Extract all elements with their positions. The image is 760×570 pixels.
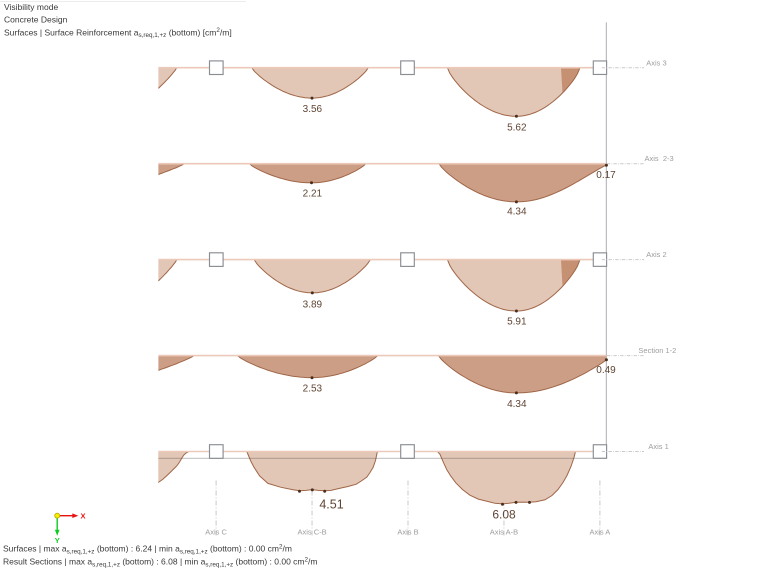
svg-text:6.08: 6.08 [492, 507, 516, 521]
svg-text:2.21: 2.21 [303, 188, 323, 199]
svg-text:Axis 2-3: Axis 2-3 [645, 154, 674, 163]
svg-text:Axis 2: Axis 2 [646, 250, 666, 259]
svg-text:Axis 1: Axis 1 [648, 442, 668, 451]
svg-text:X: X [81, 512, 86, 521]
svg-text:3.89: 3.89 [303, 299, 323, 310]
svg-text:Y: Y [55, 536, 60, 545]
svg-text:2.53: 2.53 [303, 383, 323, 394]
svg-text:Visibility mode: Visibility mode [4, 2, 58, 12]
svg-text:4.51: 4.51 [319, 498, 343, 512]
svg-text:Axis C-B: Axis C-B [297, 528, 326, 537]
svg-text:4.34: 4.34 [507, 399, 527, 410]
svg-text:5.91: 5.91 [507, 317, 527, 328]
svg-text:Concrete Design: Concrete Design [4, 15, 68, 25]
svg-text:5.62: 5.62 [507, 122, 527, 133]
svg-text:Axis 3: Axis 3 [646, 58, 666, 67]
svg-text:4.34: 4.34 [507, 207, 527, 218]
svg-text:Surfaces | Surface Reinforceme: Surfaces | Surface Reinforcement as,req,… [4, 27, 232, 39]
svg-text:0.17: 0.17 [596, 170, 616, 181]
svg-text:0.49: 0.49 [596, 365, 616, 376]
svg-text:Axis A: Axis A [589, 528, 610, 537]
svg-text:Result Sections | max as,req,1: Result Sections | max as,req,1,+z (botto… [3, 556, 317, 568]
svg-text:Axis B: Axis B [397, 528, 418, 537]
svg-text:3.56: 3.56 [303, 104, 323, 115]
svg-text:Axis A-B: Axis A-B [490, 528, 518, 537]
svg-text:Section 1-2: Section 1-2 [638, 346, 676, 355]
svg-text:Axis C: Axis C [205, 528, 227, 537]
